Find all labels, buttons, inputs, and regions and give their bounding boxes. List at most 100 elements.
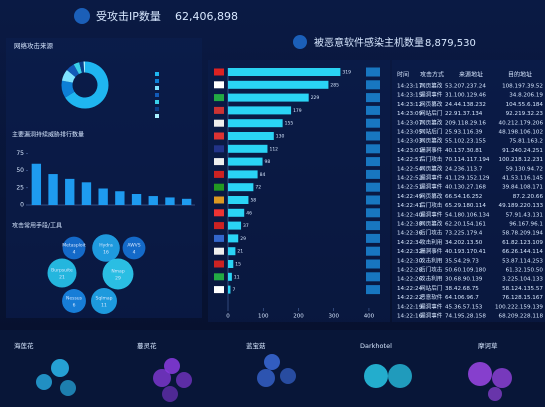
flag xyxy=(214,260,224,268)
table-cell: 14:22:16 xyxy=(397,314,423,320)
flag xyxy=(214,145,224,153)
side-box xyxy=(366,131,380,141)
bubble-label: AWVS xyxy=(127,243,140,249)
side-box xyxy=(366,272,380,282)
bubble xyxy=(47,258,77,288)
group-bubble xyxy=(488,387,502,401)
table-cell: 92.219.32.23 xyxy=(506,111,544,117)
bar xyxy=(228,106,292,115)
table-cell: 66.26.144.114 xyxy=(502,249,543,255)
table-cell: 14:23:12 xyxy=(397,102,422,108)
side-box xyxy=(366,80,380,90)
panel-title: 网络攻击来源 xyxy=(14,41,54,50)
value-label: 319 xyxy=(342,70,351,76)
bubble-value: 4 xyxy=(133,250,136,256)
group-bubble xyxy=(280,368,296,384)
table-cell: 50.60.109.180 xyxy=(445,268,486,274)
bar xyxy=(228,247,236,256)
side-box xyxy=(366,182,380,192)
table-cell: 34.202.13.50 xyxy=(445,240,483,246)
table-cell: 54.180.106.134 xyxy=(445,212,490,218)
value-label: 98 xyxy=(265,159,271,165)
bubble xyxy=(122,236,146,260)
donut-slice xyxy=(65,61,109,109)
bar xyxy=(228,132,274,140)
table-cell: 66.54.16.252 xyxy=(445,194,482,200)
table-cell: 14:22:38 xyxy=(397,222,423,228)
bubble-label: Burpsuite xyxy=(51,268,73,274)
legend-swatch xyxy=(155,72,159,76)
table-cell: 14:22:28 xyxy=(397,268,423,274)
bubble-label: Nmap xyxy=(111,269,125,275)
table-cell: 漏洞事件 xyxy=(420,183,443,191)
table-cell: 22.91.37.134 xyxy=(445,111,483,117)
table-panel xyxy=(392,60,545,322)
table-cell: 后门攻击 xyxy=(420,201,443,209)
value-label: 285 xyxy=(330,82,339,88)
table-cell: 14:22:22 xyxy=(397,295,422,301)
bar xyxy=(181,198,192,205)
table-cell: 30.68.90.139 xyxy=(445,277,483,283)
table-cell: 40.193.170.41 xyxy=(445,249,486,255)
table-cell: 14:22:54 xyxy=(397,166,423,172)
table-cell: 漏洞事件 xyxy=(420,210,443,218)
table-cell: 网站后门 xyxy=(420,109,443,117)
group-title: Darkhotel xyxy=(360,342,392,350)
table-cell: 61.32.150.50 xyxy=(506,268,544,274)
legend-swatch xyxy=(155,86,159,90)
header-label: 被恶意软件感染主机数量 xyxy=(314,36,424,49)
value-label: 58 xyxy=(250,198,256,204)
flag xyxy=(214,68,224,76)
side-box xyxy=(366,118,380,128)
value-label: 37 xyxy=(243,223,249,229)
x-tick-label: 0 xyxy=(226,314,230,320)
side-box xyxy=(366,105,380,115)
table-cell: 68.209.228.118 xyxy=(499,314,544,320)
table-cell: 恶意软件 xyxy=(420,293,443,301)
table-cell: 74.195.28.158 xyxy=(445,314,486,320)
table-cell: 14:22:41 xyxy=(397,203,423,209)
table-cell: 攻击利用 xyxy=(420,238,442,246)
panel-title: 主要漏洞持续威胁排行数量 xyxy=(12,131,84,139)
bar xyxy=(165,197,175,205)
icon xyxy=(74,8,90,24)
bubble xyxy=(62,236,86,260)
side-box xyxy=(366,246,380,256)
flag xyxy=(214,183,224,191)
table-header: 来源地址 xyxy=(459,71,483,79)
group-bubble xyxy=(388,364,412,388)
table-cell: 59.130.94.72 xyxy=(506,166,543,172)
table-cell: 后门攻击 xyxy=(420,155,443,163)
table-cell: 14:22:40 xyxy=(397,212,423,218)
bar xyxy=(148,196,158,205)
bar xyxy=(228,80,329,89)
table-cell: 网页篡改 xyxy=(420,100,443,108)
table-cell: 14:23:07 xyxy=(397,120,423,126)
table-cell: 14:22:19 xyxy=(397,304,423,310)
group-title: 蔓灵花 xyxy=(137,341,157,350)
table-cell: 55.102.23.155 xyxy=(445,139,486,145)
value-label: 179 xyxy=(293,108,302,114)
bar xyxy=(228,144,268,153)
table-cell: 24.236.113.7 xyxy=(445,166,483,172)
group-bubble xyxy=(492,368,512,388)
table-cell: 48.198.106.102 xyxy=(499,130,543,136)
legend-swatch xyxy=(155,79,159,83)
table-cell: 3.225.104.133 xyxy=(502,277,543,283)
bar xyxy=(65,178,75,205)
bar xyxy=(228,285,231,294)
table-cell: 14:22:49 xyxy=(397,194,423,200)
value-label: 84 xyxy=(260,172,266,178)
table-cell: 40.212.179.206 xyxy=(499,120,544,126)
flag xyxy=(214,106,224,114)
table-cell: 75.81.163.2 xyxy=(509,139,543,145)
donut-slice xyxy=(79,61,85,73)
flag xyxy=(214,81,224,89)
bar xyxy=(228,170,258,179)
table-cell: 14:23:17 xyxy=(397,84,423,90)
side-box xyxy=(366,195,380,205)
bubble-value: 16 xyxy=(103,250,109,256)
bar xyxy=(98,188,108,205)
table-cell: 14:22:30 xyxy=(397,258,423,264)
